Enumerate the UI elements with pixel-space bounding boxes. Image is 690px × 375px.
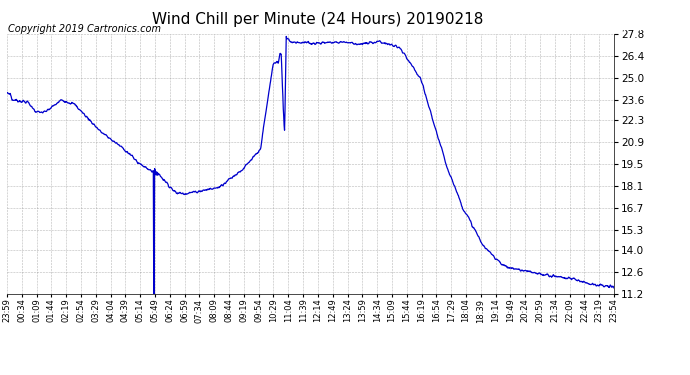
Text: Wind Chill per Minute (24 Hours) 20190218: Wind Chill per Minute (24 Hours) 2019021… bbox=[152, 12, 483, 27]
Text: Copyright 2019 Cartronics.com: Copyright 2019 Cartronics.com bbox=[8, 24, 161, 34]
Text: Temperature  (°F): Temperature (°F) bbox=[540, 21, 644, 31]
